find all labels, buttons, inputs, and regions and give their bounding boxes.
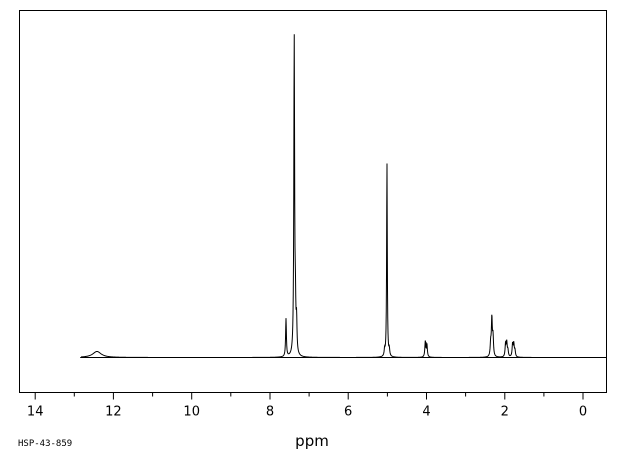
x-tick-label: 8 <box>266 405 274 420</box>
x-tick-label: 12 <box>105 405 122 420</box>
plot-frame <box>19 10 607 393</box>
x-axis-ticks: 14 12 10 8 6 4 2 0 <box>27 392 587 420</box>
spectrum-trace <box>80 34 606 358</box>
x-tick-label: 10 <box>183 405 200 420</box>
x-tick-label: 4 <box>422 405 430 420</box>
spectrum-code: HSP-43-859 <box>18 439 72 449</box>
x-tick-label: 14 <box>27 405 44 420</box>
x-axis-label: ppm <box>295 432 329 450</box>
x-tick-label: 0 <box>579 405 587 420</box>
x-tick-label: 2 <box>501 405 509 420</box>
x-tick-label: 6 <box>344 405 352 420</box>
